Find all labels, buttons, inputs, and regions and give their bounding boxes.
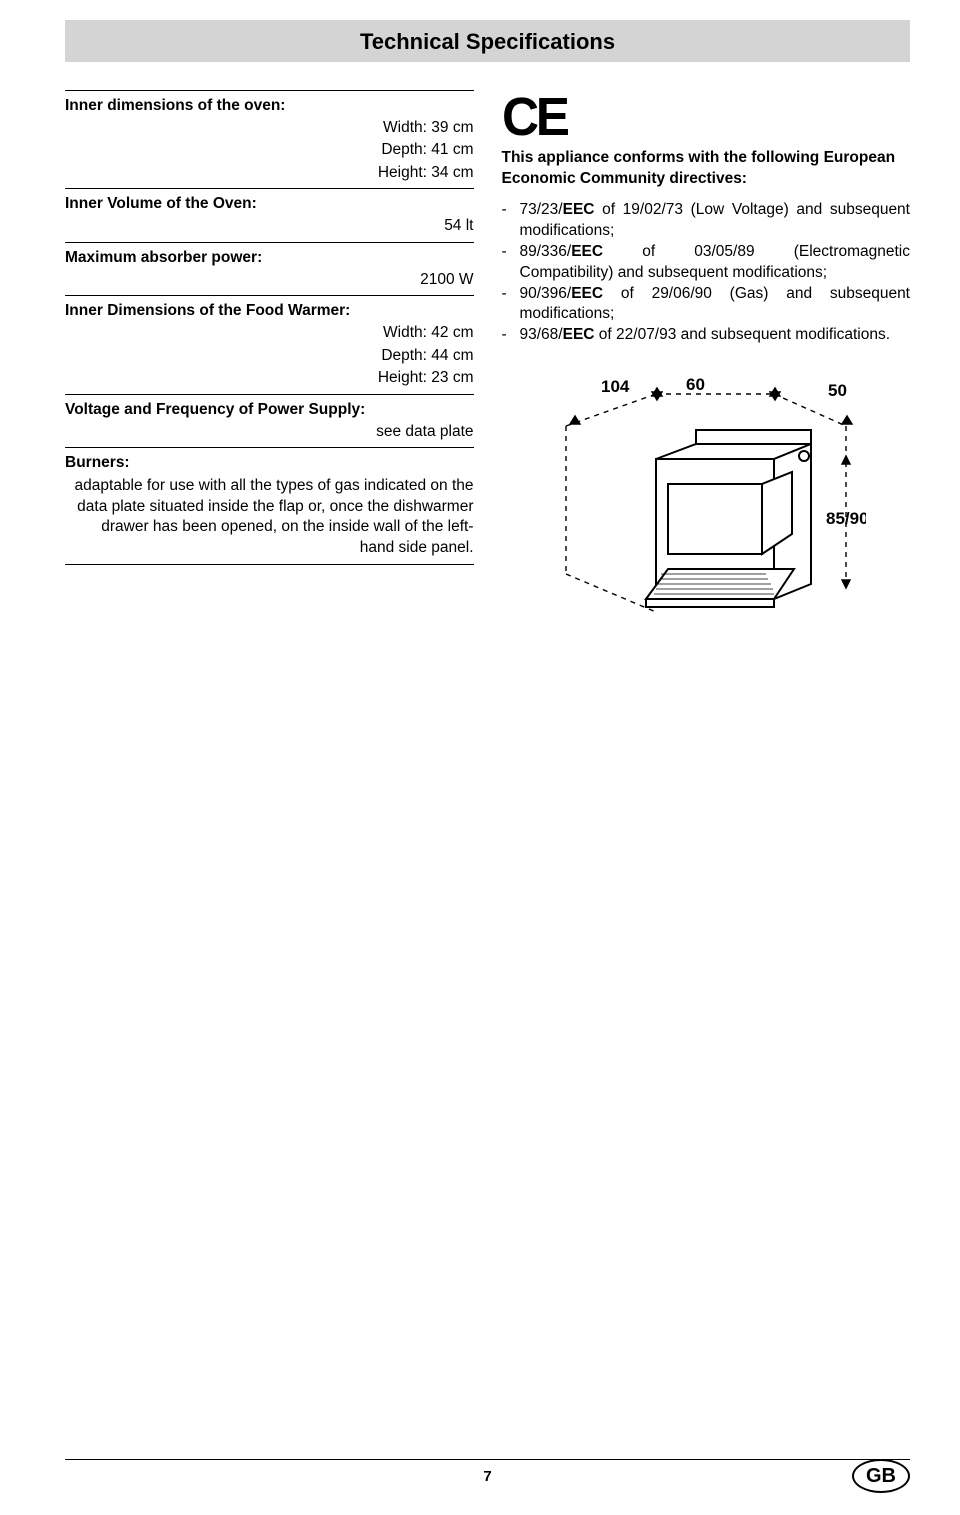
left-column: Inner dimensions of the oven: Width: 39 … [65,90,474,654]
directive-2-text: 89/336/EEC of 03/05/89 (Electromagnetic … [520,242,911,284]
spec-head-oven-volume: Inner Volume of the Oven: [65,188,474,213]
d1-bold: EEC [563,201,595,218]
spec-values-oven-dims: Width: 39 cm Depth: 41 cm Height: 34 cm [65,115,474,188]
oven-depth: Depth: 41 cm [65,139,474,161]
absorber-power: 2100 W [65,269,474,291]
d4-bold: EEC [563,326,595,343]
conformity-heading: This appliance conforms with the followi… [502,148,911,190]
d3-bold: EEC [571,285,603,302]
d4-post: of 22/07/93 and subsequent modifications… [594,326,890,343]
dim-50: 50 [828,381,847,400]
food-warmer-depth: Depth: 44 cm [65,345,474,367]
dim-60: 60 [686,375,705,394]
d2-post: of 03/05/89 (Electromagnetic [603,243,910,260]
ce-mark-icon: C E [502,90,890,144]
appliance-diagram-icon: 104 60 50 85/90 [546,374,866,654]
diagram-wrap: 104 60 50 85/90 [502,374,911,654]
d3-line2: modifications; [520,304,911,325]
directive-3-text: 90/396/EEC of 29/06/90 (Gas) and subsequ… [520,284,911,326]
food-warmer-height: Height: 23 cm [65,367,474,389]
spec-head-burners: Burners: [65,447,474,472]
burners-body: adaptable for use with all the types of … [65,472,474,565]
d2-line1: 89/336/EEC of 03/05/89 (Electromagnetic [520,242,911,263]
dim-8590: 85/90 [826,509,866,528]
directive-3: - 90/396/EEC of 29/06/90 (Gas) and subse… [502,284,911,326]
oven-width: Width: 39 cm [65,117,474,139]
spec-values-oven-volume: 54 lt [65,213,474,241]
spec-head-voltage: Voltage and Frequency of Power Supply: [65,394,474,419]
directive-1: - 73/23/EEC of 19/02/73 (Low Voltage) an… [502,200,911,242]
title-bar: Technical Specifications [65,20,910,62]
page-number: 7 [483,1468,491,1485]
footer: 7 [65,1459,910,1485]
d3-pre: 90/396/ [520,285,572,302]
page-title: Technical Specifications [360,29,615,54]
directive-2: - 89/336/EEC of 03/05/89 (Electromagneti… [502,242,911,284]
d1-pre: 73/23/ [520,201,563,218]
directive-1-text: 73/23/EEC of 19/02/73 (Low Voltage) and … [520,200,911,242]
food-warmer-width: Width: 42 cm [65,322,474,344]
directive-4-text: 93/68/EEC of 22/07/93 and subsequent mod… [520,325,911,346]
gb-label: GB [866,1465,896,1488]
columns: Inner dimensions of the oven: Width: 39 … [65,90,910,654]
dash-icon: - [502,200,520,242]
spec-head-absorber: Maximum absorber power: [65,242,474,267]
d4-pre: 93/68/ [520,326,563,343]
dash-icon: - [502,284,520,326]
spec-values-voltage: see data plate [65,419,474,447]
dash-icon: - [502,325,520,346]
spec-head-oven-dims: Inner dimensions of the oven: [65,90,474,115]
gb-badge: GB [852,1459,910,1493]
directive-4: - 93/68/EEC of 22/07/93 and subsequent m… [502,325,911,346]
spec-values-absorber: 2100 W [65,267,474,295]
voltage-value: see data plate [65,421,474,443]
spec-values-food-warmer: Width: 42 cm Depth: 44 cm Height: 23 cm [65,320,474,393]
d2-bold: EEC [571,243,603,260]
oven-volume: 54 lt [65,215,474,237]
d2-line2: Compatibility) and subsequent modificati… [520,263,911,284]
right-column: C E This appliance conforms with the fol… [502,90,911,654]
d3-line1: 90/396/EEC of 29/06/90 (Gas) and subsequ… [520,284,911,305]
d2-pre: 89/336/ [520,243,572,260]
spec-head-food-warmer: Inner Dimensions of the Food Warmer: [65,295,474,320]
dash-icon: - [502,242,520,284]
page: Technical Specifications Inner dimension… [0,0,960,1515]
oven-height: Height: 34 cm [65,162,474,184]
d3-post: of 29/06/90 (Gas) and subsequent [603,285,910,302]
dim-104: 104 [601,377,630,396]
